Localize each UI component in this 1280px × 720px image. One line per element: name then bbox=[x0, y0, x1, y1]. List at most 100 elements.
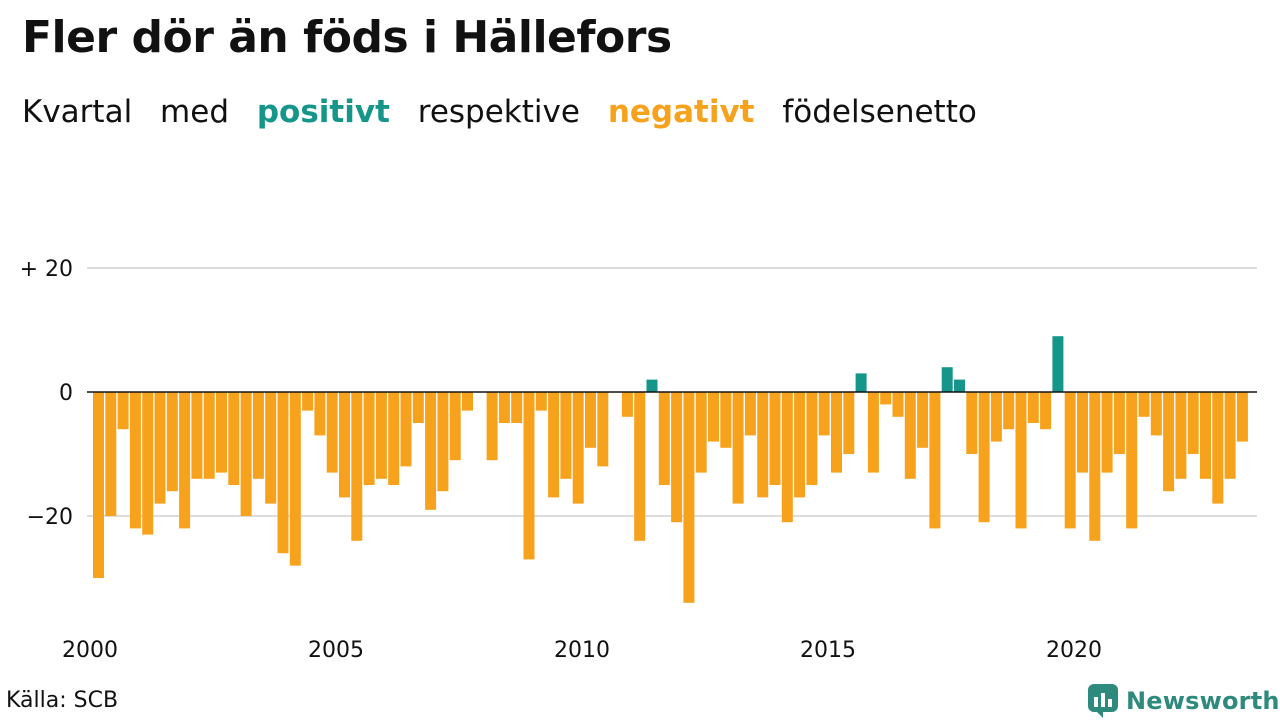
bar bbox=[277, 392, 289, 554]
bar bbox=[1052, 336, 1064, 392]
source-note: Källa: SCB bbox=[6, 688, 119, 713]
bar bbox=[203, 392, 215, 479]
bar bbox=[572, 392, 584, 504]
bar bbox=[1015, 392, 1027, 529]
subtitle-word: respektive bbox=[417, 94, 580, 130]
bar bbox=[658, 392, 670, 485]
bar bbox=[375, 392, 387, 479]
bar bbox=[166, 392, 178, 492]
bar bbox=[216, 392, 227, 473]
bar bbox=[523, 392, 535, 560]
bar bbox=[634, 392, 646, 541]
chart-title: Fler dör än föds i Hällefors bbox=[22, 12, 672, 63]
x-tick-label: 2020 bbox=[1046, 638, 1102, 663]
bar bbox=[794, 392, 806, 498]
bar bbox=[732, 392, 744, 504]
bar bbox=[1101, 392, 1113, 473]
bar bbox=[1187, 392, 1199, 454]
bar bbox=[720, 392, 732, 448]
x-tick-label: 2015 bbox=[800, 638, 856, 663]
subtitle-word: födelsenetto bbox=[782, 94, 977, 130]
bar bbox=[621, 392, 633, 417]
legend-negative: negativt bbox=[607, 94, 755, 130]
bar bbox=[1163, 392, 1175, 492]
bar bbox=[117, 392, 129, 430]
bar bbox=[843, 392, 855, 454]
bar bbox=[511, 392, 523, 423]
bar bbox=[1224, 392, 1236, 479]
bar bbox=[781, 392, 793, 523]
bar bbox=[437, 392, 449, 492]
bar bbox=[867, 392, 879, 473]
bar bbox=[535, 392, 547, 411]
bar bbox=[1138, 392, 1150, 417]
bar bbox=[671, 392, 683, 523]
bar bbox=[93, 392, 104, 578]
chart-subtitle: Kvartal med positivt respektive negativt… bbox=[22, 94, 995, 130]
bar bbox=[585, 392, 596, 448]
bar bbox=[105, 392, 117, 516]
bar bbox=[302, 392, 314, 411]
bar bbox=[462, 392, 473, 411]
bar bbox=[560, 392, 572, 479]
bar bbox=[966, 392, 978, 454]
legend-positive: positivt bbox=[256, 94, 390, 130]
bar bbox=[941, 367, 953, 392]
bar bbox=[880, 392, 892, 405]
bar bbox=[646, 379, 658, 392]
bar bbox=[1126, 392, 1138, 529]
newsworthy-logo: Newsworthy bbox=[1088, 684, 1280, 718]
bar bbox=[695, 392, 707, 473]
bar bbox=[744, 392, 756, 436]
bar bbox=[1150, 392, 1162, 436]
x-tick-label: 2005 bbox=[308, 638, 364, 663]
bar bbox=[818, 392, 830, 436]
bar bbox=[806, 392, 818, 485]
bar bbox=[498, 392, 510, 423]
bar bbox=[708, 392, 719, 442]
bar bbox=[1077, 392, 1088, 473]
bar bbox=[904, 392, 916, 479]
bar bbox=[486, 392, 498, 461]
x-tick-label: 2010 bbox=[554, 638, 610, 663]
bar bbox=[129, 392, 141, 529]
bar bbox=[892, 392, 904, 417]
bar bbox=[929, 392, 941, 529]
bar bbox=[855, 373, 867, 392]
newsworthy-logo-icon bbox=[1088, 684, 1118, 718]
bar bbox=[917, 392, 929, 448]
bar bbox=[425, 392, 437, 510]
bar bbox=[1200, 392, 1211, 479]
subtitle-word: Kvartal bbox=[22, 94, 133, 130]
bar bbox=[1064, 392, 1076, 529]
bar bbox=[978, 392, 990, 523]
bar bbox=[412, 392, 424, 423]
bar bbox=[351, 392, 363, 541]
bar bbox=[597, 392, 609, 467]
bar bbox=[240, 392, 252, 516]
bar bbox=[1212, 392, 1224, 504]
bar bbox=[449, 392, 461, 461]
bar bbox=[179, 392, 191, 529]
bar bbox=[339, 392, 350, 498]
subtitle-word: med bbox=[160, 94, 229, 130]
brand-name: Newsworthy bbox=[1126, 687, 1280, 715]
bar bbox=[154, 392, 166, 504]
bar bbox=[400, 392, 412, 467]
bar bbox=[191, 392, 203, 479]
bar bbox=[1113, 392, 1125, 454]
bar bbox=[1089, 392, 1101, 541]
bar bbox=[265, 392, 277, 504]
bar bbox=[314, 392, 326, 436]
y-tick-label: + 20 bbox=[20, 257, 73, 282]
bar bbox=[142, 392, 154, 535]
bar bbox=[289, 392, 301, 566]
bar bbox=[1175, 392, 1187, 479]
bar bbox=[388, 392, 400, 485]
bar bbox=[1236, 392, 1248, 442]
bar bbox=[1027, 392, 1039, 423]
bar bbox=[1040, 392, 1052, 430]
x-tick-label: 2000 bbox=[62, 638, 118, 663]
bar bbox=[769, 392, 781, 485]
